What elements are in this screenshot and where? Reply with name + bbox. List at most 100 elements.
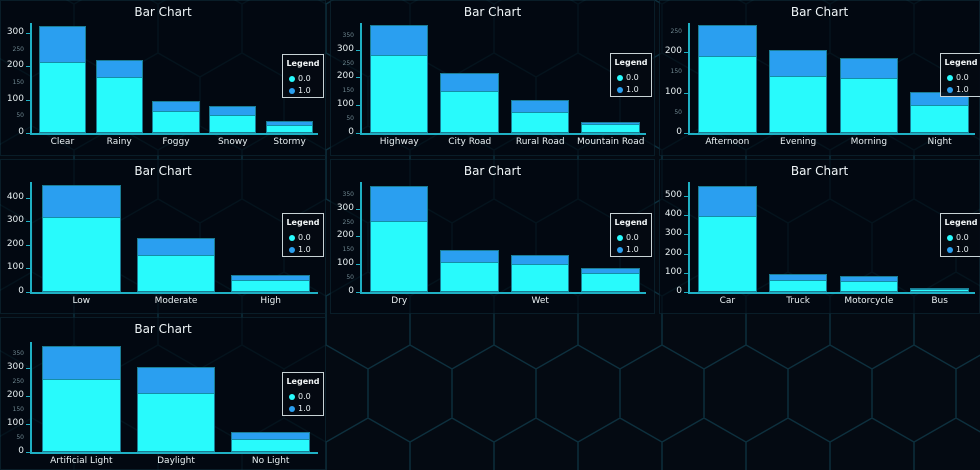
bar-no-light[interactable] — [231, 432, 310, 452]
legend-item-1[interactable]: 1.0 — [617, 245, 639, 254]
bar-segment-1.0[interactable] — [440, 249, 499, 262]
bar-clear[interactable] — [38, 25, 86, 133]
bar-segment-0.0[interactable] — [136, 255, 216, 292]
bar-segment-0.0[interactable] — [231, 279, 310, 292]
bar-segment-1.0[interactable] — [698, 25, 757, 56]
bar-segment-0.0[interactable] — [839, 78, 899, 133]
bar-segment-0.0[interactable] — [510, 112, 570, 133]
bar-segment-0.0[interactable] — [42, 217, 121, 292]
bar-afternoon[interactable] — [698, 25, 757, 133]
legend-item-0[interactable]: 0.0 — [947, 73, 969, 82]
bar-truck[interactable] — [768, 273, 828, 292]
bar-segment-0.0[interactable] — [839, 281, 899, 292]
bar-segment-0.0[interactable] — [440, 261, 499, 292]
bar-segment-1.0[interactable] — [698, 186, 757, 217]
legend[interactable]: Legend 0.0 1.0 — [282, 372, 324, 416]
bar-low[interactable] — [42, 185, 121, 292]
bar-segment-1.0[interactable] — [136, 367, 216, 394]
bar-segment-0.0[interactable] — [581, 273, 640, 292]
bar-segment-1.0[interactable] — [231, 275, 310, 280]
bar-segment-0.0[interactable] — [581, 124, 640, 133]
bar-segment-1.0[interactable] — [839, 57, 899, 79]
bar-city-road[interactable] — [440, 72, 499, 133]
bar-segment-0.0[interactable] — [42, 378, 121, 452]
bar-segment-0.0[interactable] — [910, 289, 969, 292]
bar-segment-1.0[interactable] — [266, 121, 314, 126]
bar-daylight[interactable] — [136, 367, 216, 452]
legend-item-0[interactable]: 0.0 — [617, 233, 639, 242]
legend-item-0[interactable]: 0.0 — [947, 233, 969, 242]
bar-segment-0.0[interactable] — [698, 216, 757, 292]
bar-segment-0.0[interactable] — [369, 221, 429, 292]
bar-segment-1.0[interactable] — [42, 345, 121, 379]
bar-segment-1.0[interactable] — [369, 25, 429, 55]
legend[interactable]: Legend 0.0 1.0 — [282, 54, 324, 98]
bar-segment-1.0[interactable] — [768, 49, 828, 77]
bar-segment-1.0[interactable] — [768, 273, 828, 281]
bar-segment-1.0[interactable] — [510, 254, 570, 264]
bar-segment-1.0[interactable] — [839, 276, 899, 282]
bar-segment-0.0[interactable] — [152, 110, 200, 133]
legend-item-0[interactable]: 0.0 — [289, 74, 311, 83]
bar-segment-0.0[interactable] — [768, 76, 828, 133]
legend-item-1[interactable]: 1.0 — [947, 245, 969, 254]
bar-segment-0.0[interactable] — [95, 76, 143, 133]
bar-highway[interactable] — [369, 25, 429, 133]
bar-night[interactable] — [910, 92, 969, 133]
bar-segment-0.0[interactable] — [910, 104, 969, 133]
bar-segment-1.0[interactable] — [581, 267, 640, 274]
legend-item-0[interactable]: 0.0 — [289, 233, 311, 242]
bar-wet[interactable] — [510, 254, 570, 292]
bar-segment-0.0[interactable] — [231, 438, 310, 452]
legend[interactable]: Legend 0.0 1.0 — [610, 213, 652, 257]
bar-segment-1.0[interactable] — [95, 60, 143, 77]
bar-segment-0.0[interactable] — [698, 55, 757, 133]
legend[interactable]: Legend 0.0 1.0 — [610, 53, 652, 97]
bar-segment-0.0[interactable] — [209, 115, 257, 133]
legend-item-1[interactable]: 1.0 — [289, 404, 311, 413]
bar-car[interactable] — [698, 186, 757, 292]
bar-segment-1.0[interactable] — [510, 100, 570, 113]
legend-item-1[interactable]: 1.0 — [289, 86, 311, 95]
bar-segment-0.0[interactable] — [440, 90, 499, 133]
bar-segment-0.0[interactable] — [266, 125, 314, 133]
bar-segment-0.0[interactable] — [510, 263, 570, 292]
bar-snowy[interactable] — [209, 106, 257, 133]
bar-rural-road[interactable] — [510, 100, 570, 133]
bar-evening[interactable] — [768, 49, 828, 133]
legend-item-1[interactable]: 1.0 — [617, 85, 639, 94]
bar-segment-0.0[interactable] — [768, 280, 828, 292]
bar-artificial-light[interactable] — [42, 345, 121, 452]
bar-segment-1.0[interactable] — [581, 121, 640, 125]
bar-segment-0.0[interactable] — [136, 393, 216, 452]
bar-segment-0.0[interactable] — [369, 54, 429, 133]
bar-high[interactable] — [231, 275, 310, 292]
bar-morning[interactable] — [839, 57, 899, 133]
bar-motorcycle[interactable] — [839, 276, 899, 292]
bar-segment-1.0[interactable] — [440, 72, 499, 91]
legend[interactable]: Legend 0.0 1.0 — [282, 213, 324, 257]
bar-rainy[interactable] — [95, 60, 143, 133]
bar-mountain-road[interactable] — [581, 121, 640, 133]
bar-segment-1.0[interactable] — [152, 101, 200, 111]
legend[interactable]: Legend 0.0 1.0 — [940, 53, 980, 97]
bar-segment-0.0[interactable] — [38, 61, 86, 133]
bar-segment-1.0[interactable] — [231, 432, 310, 439]
legend[interactable]: Legend 0.0 1.0 — [940, 213, 980, 257]
legend-item-1[interactable]: 1.0 — [947, 85, 969, 94]
bar-segment-1.0[interactable] — [42, 185, 121, 218]
legend-item-0[interactable]: 0.0 — [289, 392, 311, 401]
bar-bus[interactable] — [910, 287, 969, 292]
bar-segment-1.0[interactable] — [38, 25, 86, 62]
bar-segment-1.0[interactable] — [369, 185, 429, 222]
bar-stormy[interactable] — [266, 121, 314, 133]
bar-unlabeled-2[interactable] — [440, 249, 499, 292]
bar-foggy[interactable] — [152, 101, 200, 133]
bar-moderate[interactable] — [136, 237, 216, 292]
legend-item-1[interactable]: 1.0 — [289, 245, 311, 254]
legend-item-0[interactable]: 0.0 — [617, 73, 639, 82]
bar-unlabeled-4[interactable] — [581, 267, 640, 292]
bar-segment-1.0[interactable] — [209, 106, 257, 116]
bar-dry[interactable] — [369, 185, 429, 292]
bar-segment-1.0[interactable] — [136, 237, 216, 256]
